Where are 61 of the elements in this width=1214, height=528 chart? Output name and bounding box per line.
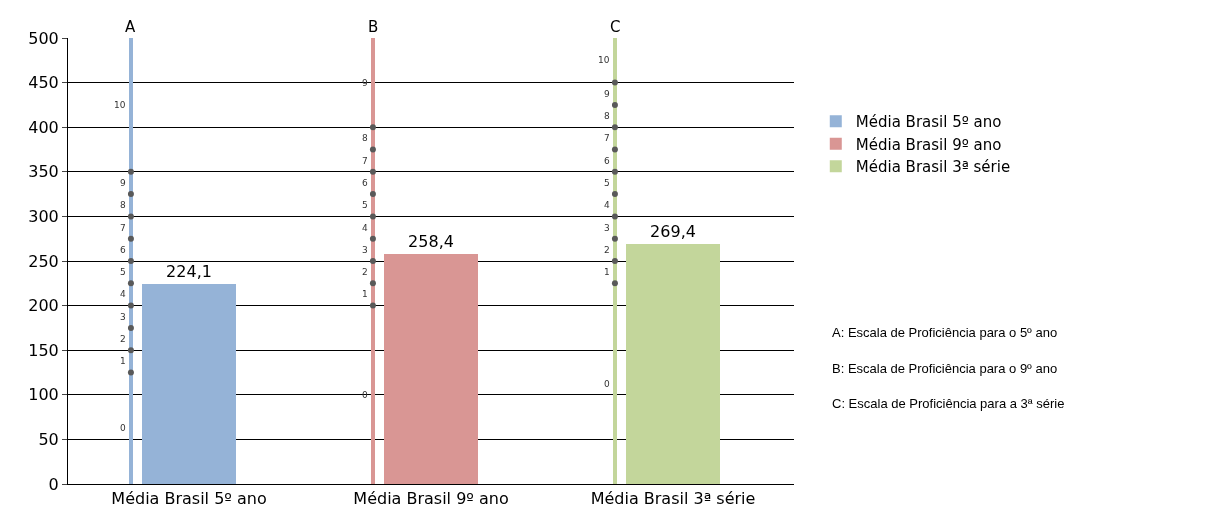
y-tick-label: 500 bbox=[28, 28, 59, 48]
annotation: 10 bbox=[114, 100, 126, 110]
annotation: 7 bbox=[120, 223, 126, 233]
legend-label: Média Brasil 9º ano bbox=[855, 135, 1002, 154]
annotation: 6 bbox=[120, 245, 126, 255]
data-label: 269,4 bbox=[650, 222, 696, 241]
data-label: 258,4 bbox=[408, 232, 454, 251]
annotation: 8 bbox=[604, 111, 610, 121]
x-tick-label: Média Brasil 3ª série bbox=[590, 489, 756, 509]
y-tick-label: 200 bbox=[28, 296, 59, 316]
annotation: 9 bbox=[120, 178, 126, 188]
bar bbox=[384, 254, 478, 484]
y-tick-label: 50 bbox=[38, 430, 59, 449]
annotation: 5 bbox=[604, 178, 610, 188]
annotation: 1 bbox=[120, 356, 126, 366]
text: B: Escala de Proficiência para o 9º ano bbox=[832, 361, 1058, 376]
annotation: 0 bbox=[120, 423, 126, 433]
annotation: 7 bbox=[362, 156, 368, 166]
bar bbox=[142, 284, 236, 484]
x-tick-label: Média Brasil 9º ano bbox=[353, 489, 509, 509]
annotation: 3 bbox=[604, 223, 610, 233]
y-tick-label: 400 bbox=[28, 117, 59, 137]
annotation: 9 bbox=[604, 89, 610, 99]
y-tick-label: 100 bbox=[28, 385, 59, 405]
annotation: 0 bbox=[604, 379, 610, 389]
legend-label: Média Brasil 3ª série bbox=[855, 158, 1011, 176]
text: C bbox=[610, 18, 621, 36]
y-tick-label: 150 bbox=[28, 340, 59, 360]
annotation: 3 bbox=[362, 245, 368, 255]
annotation: 2 bbox=[362, 267, 368, 277]
annotation: 5 bbox=[362, 200, 368, 210]
annotation: 1 bbox=[604, 267, 610, 277]
text: C: Escala de Proficiência para a 3ª série bbox=[832, 396, 1065, 411]
y-tick-label: 450 bbox=[28, 73, 59, 93]
y-tick-label: 300 bbox=[28, 207, 59, 226]
annotation: 2 bbox=[604, 245, 610, 255]
annotation: 8 bbox=[362, 133, 368, 143]
text: A: Escala de Proficiência para o 5º ano bbox=[832, 325, 1058, 340]
y-tick-label: 350 bbox=[28, 162, 59, 182]
annotation: 4 bbox=[362, 223, 368, 233]
annotation: 9 bbox=[362, 78, 368, 88]
annotation: 4 bbox=[120, 289, 126, 299]
annotation: 10 bbox=[598, 55, 610, 65]
x-tick-label: Média Brasil 5º ano bbox=[111, 489, 267, 509]
bar bbox=[626, 244, 720, 484]
annotation: 7 bbox=[604, 133, 610, 143]
text: B bbox=[368, 18, 379, 36]
annotation: 8 bbox=[120, 200, 126, 210]
annotation: 4 bbox=[604, 200, 610, 210]
legend-label: Média Brasil 5º ano bbox=[855, 113, 1002, 131]
annotation: 5 bbox=[120, 267, 126, 277]
annotation: 0 bbox=[362, 390, 368, 400]
data-label: 224,1 bbox=[166, 262, 212, 281]
y-tick-label: 250 bbox=[28, 251, 59, 271]
y-tick-label: 0 bbox=[48, 474, 59, 494]
annotation: 1 bbox=[362, 289, 368, 299]
annotation: 6 bbox=[604, 156, 610, 166]
annotation: 3 bbox=[120, 312, 126, 322]
text: A bbox=[125, 18, 136, 36]
annotation: 2 bbox=[120, 334, 126, 344]
annotation: 6 bbox=[362, 178, 368, 188]
